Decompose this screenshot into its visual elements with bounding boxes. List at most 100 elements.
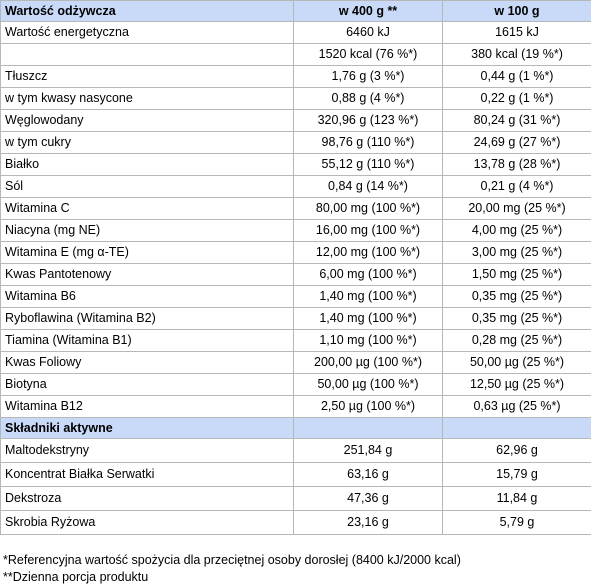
value-per-400g: 50,00 µg (100 %*) xyxy=(294,374,443,396)
nutrition-table: Wartość odżywcza w 400 g ** w 100 g Wart… xyxy=(0,0,591,546)
active-ingredients-header-row: Składniki aktywne xyxy=(1,418,591,439)
row-label: Maltodekstryny xyxy=(1,439,294,463)
row-label: Kwas Pantotenowy xyxy=(1,264,294,286)
empty-header-cell xyxy=(443,418,591,439)
value-per-400g: 1,76 g (3 %*) xyxy=(294,66,443,88)
row-label: Niacyna (mg NE) xyxy=(1,220,294,242)
value-per-100g: 0,35 mg (25 %*) xyxy=(443,286,591,308)
value-per-100g: 80,24 g (31 %*) xyxy=(443,110,591,132)
footnote-daily-portion: **Dzienna porcja produktu xyxy=(3,569,587,586)
value-per-100g: 0,35 mg (25 %*) xyxy=(443,308,591,330)
value-per-100g: 0,22 g (1 %*) xyxy=(443,88,591,110)
header-per-100g: w 100 g xyxy=(443,1,591,22)
value-per-400g: 1,10 mg (100 %*) xyxy=(294,330,443,352)
value-per-100g: 0,21 g (4 %*) xyxy=(443,176,591,198)
row-label: Skrobia Ryżowa xyxy=(1,511,294,535)
value-per-100g: 4,00 mg (25 %*) xyxy=(443,220,591,242)
value-per-400g: 16,00 mg (100 %*) xyxy=(294,220,443,242)
header-per-400g: w 400 g ** xyxy=(294,1,443,22)
value-per-100g: 62,96 g xyxy=(443,439,591,463)
value-per-400g: 1,40 mg (100 %*) xyxy=(294,308,443,330)
row-label: Witamina E (mg α-TE) xyxy=(1,242,294,264)
table-row: Witamina E (mg α-TE)12,00 mg (100 %*)3,0… xyxy=(1,242,591,264)
row-label: Witamina C xyxy=(1,198,294,220)
row-label: Dekstroza xyxy=(1,487,294,511)
row-label: Tiamina (Witamina B1) xyxy=(1,330,294,352)
row-label: Witamina B12 xyxy=(1,396,294,418)
value-per-100g: 0,44 g (1 %*) xyxy=(443,66,591,88)
table-row: Ryboflawina (Witamina B2)1,40 mg (100 %*… xyxy=(1,308,591,330)
value-per-100g: 0,63 µg (25 %*) xyxy=(443,396,591,418)
table-row: Tiamina (Witamina B1)1,10 mg (100 %*)0,2… xyxy=(1,330,591,352)
header-nutrition-value: Wartość odżywcza xyxy=(1,1,294,22)
footnote-reference-intake: *Referencyjna wartość spożycia dla przec… xyxy=(3,552,587,569)
value-per-400g: 251,84 g xyxy=(294,439,443,463)
table-row: 1520 kcal (76 %*)380 kcal (19 %*) xyxy=(1,44,591,66)
row-label xyxy=(1,44,294,66)
spacer-cell xyxy=(294,535,443,547)
row-label: Koncentrat Białka Serwatki xyxy=(1,463,294,487)
value-per-100g: 15,79 g xyxy=(443,463,591,487)
value-per-400g: 0,88 g (4 %*) xyxy=(294,88,443,110)
spacer-row xyxy=(1,535,591,547)
value-per-400g: 80,00 mg (100 %*) xyxy=(294,198,443,220)
value-per-100g: 3,00 mg (25 %*) xyxy=(443,242,591,264)
value-per-400g: 0,84 g (14 %*) xyxy=(294,176,443,198)
row-label: w tym kwasy nasycone xyxy=(1,88,294,110)
empty-header-cell xyxy=(294,418,443,439)
value-per-100g: 24,69 g (27 %*) xyxy=(443,132,591,154)
value-per-100g: 1,50 mg (25 %*) xyxy=(443,264,591,286)
value-per-400g: 63,16 g xyxy=(294,463,443,487)
value-per-100g: 5,79 g xyxy=(443,511,591,535)
row-label: Sól xyxy=(1,176,294,198)
value-per-100g: 0,28 mg (25 %*) xyxy=(443,330,591,352)
table-row: Niacyna (mg NE)16,00 mg (100 %*)4,00 mg … xyxy=(1,220,591,242)
value-per-400g: 6,00 mg (100 %*) xyxy=(294,264,443,286)
row-label: Witamina B6 xyxy=(1,286,294,308)
spacer-cell xyxy=(443,535,591,547)
value-per-100g: 13,78 g (28 %*) xyxy=(443,154,591,176)
value-per-100g: 20,00 mg (25 %*) xyxy=(443,198,591,220)
value-per-400g: 98,76 g (110 %*) xyxy=(294,132,443,154)
row-label: Ryboflawina (Witamina B2) xyxy=(1,308,294,330)
value-per-400g: 200,00 µg (100 %*) xyxy=(294,352,443,374)
footnotes: *Referencyjna wartość spożycia dla przec… xyxy=(0,546,591,586)
value-per-400g: 55,12 g (110 %*) xyxy=(294,154,443,176)
value-per-400g: 12,00 mg (100 %*) xyxy=(294,242,443,264)
table-header-row: Wartość odżywcza w 400 g ** w 100 g xyxy=(1,1,591,22)
row-label: Wartość energetyczna xyxy=(1,22,294,44)
value-per-100g: 12,50 µg (25 %*) xyxy=(443,374,591,396)
active-ingredients-title: Składniki aktywne xyxy=(1,418,294,439)
row-label: Węglowodany xyxy=(1,110,294,132)
value-per-400g: 6460 kJ xyxy=(294,22,443,44)
value-per-400g: 23,16 g xyxy=(294,511,443,535)
row-label: Białko xyxy=(1,154,294,176)
value-per-100g: 50,00 µg (25 %*) xyxy=(443,352,591,374)
value-per-400g: 1520 kcal (76 %*) xyxy=(294,44,443,66)
row-label: Tłuszcz xyxy=(1,66,294,88)
value-per-100g: 380 kcal (19 %*) xyxy=(443,44,591,66)
spacer-cell xyxy=(1,535,294,547)
row-label: Biotyna xyxy=(1,374,294,396)
value-per-400g: 1,40 mg (100 %*) xyxy=(294,286,443,308)
value-per-400g: 2,50 µg (100 %*) xyxy=(294,396,443,418)
value-per-100g: 1615 kJ xyxy=(443,22,591,44)
value-per-400g: 320,96 g (123 %*) xyxy=(294,110,443,132)
row-label: Kwas Foliowy xyxy=(1,352,294,374)
